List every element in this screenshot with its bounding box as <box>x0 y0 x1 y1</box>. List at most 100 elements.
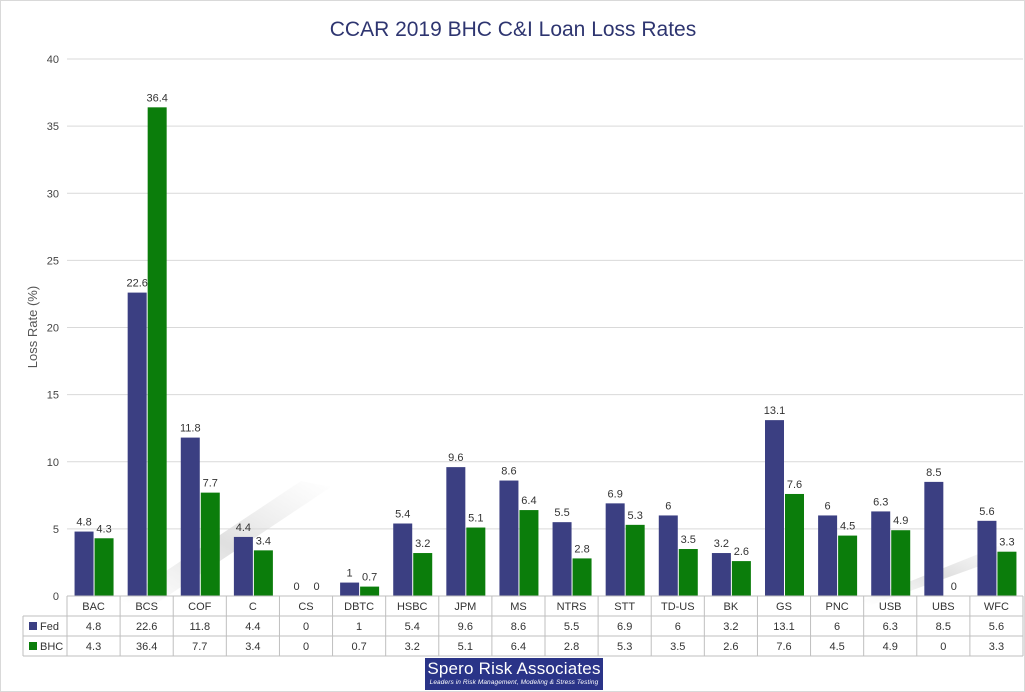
bar-bhc-gs <box>785 493 804 596</box>
data-label-fed-ms: 8.6 <box>501 466 516 478</box>
data-label-fed-td-us: 6 <box>665 500 671 512</box>
table-cell-fed: 13.1 <box>773 621 794 633</box>
y-axis-ticks: 0 5 10 15 20 25 30 35 40 <box>47 54 59 603</box>
table-cell-bhc: 4.3 <box>86 641 101 653</box>
bar-fed-dbtc <box>340 582 360 596</box>
company-logo: Spero Risk Associates Leaders in Risk Ma… <box>425 658 603 690</box>
y-axis-label: Loss Rate (%) <box>25 286 40 368</box>
bar-fed-stt <box>605 503 625 596</box>
bar-bhc-usb <box>891 530 911 596</box>
gridlines <box>67 58 1023 530</box>
data-label-bhc-td-us: 3.5 <box>681 534 696 546</box>
x-tick-label: HSBC <box>397 601 428 613</box>
data-label-fed-bac: 4.8 <box>76 517 91 529</box>
bar-fed-bac <box>74 531 94 596</box>
data-label-fed-cs: 0 <box>293 581 299 593</box>
data-table: BAC BCS COF C CS DBTC HSBC JPM MS NTRS STT TD-US BK G… <box>22 595 1024 657</box>
table-cell-fed: 5.6 <box>989 621 1004 633</box>
legend-swatch-fed <box>29 622 37 630</box>
bar-fed-gs <box>765 420 784 596</box>
data-label-bhc-stt: 5.3 <box>628 510 643 522</box>
table-cell-bhc: 7.6 <box>776 641 791 653</box>
x-tick-label: GS <box>776 601 792 613</box>
bar-bhc-wfc <box>997 551 1017 596</box>
data-label-bhc-cof: 7.7 <box>203 478 218 490</box>
data-label-fed-wfc: 5.6 <box>979 506 994 518</box>
data-label-fed-stt: 6.9 <box>608 488 623 500</box>
table-cell-fed: 22.6 <box>136 621 157 633</box>
bar-fed-hsbc <box>393 523 413 596</box>
bar-fed-ntrs <box>552 522 572 596</box>
y-tick-label: 25 <box>47 255 59 267</box>
bar-fed-cof <box>180 437 200 596</box>
data-label-bhc-usb: 4.9 <box>893 515 908 527</box>
data-label-fed-cof: 11.8 <box>180 423 201 435</box>
y-tick-label: 30 <box>47 188 59 200</box>
bar-fed-usb <box>871 511 891 596</box>
legend-label-bhc: BHC <box>40 641 63 653</box>
table-cell-fed: 5.5 <box>564 621 579 633</box>
table-cell-bhc: 3.2 <box>405 641 420 653</box>
x-tick-label: PNC <box>825 601 848 613</box>
x-tick-label: JPM <box>454 601 476 613</box>
table-cell-bhc: 36.4 <box>136 641 157 653</box>
legend-label-fed: Fed <box>40 621 59 633</box>
x-tick-label: COF <box>188 601 212 613</box>
data-label-bhc-dbtc: 0.7 <box>362 572 377 584</box>
table-cell-bhc: 3.3 <box>989 641 1004 653</box>
y-tick-label: 15 <box>47 390 59 402</box>
bar-bhc-td-us <box>678 549 698 596</box>
table-cell-fed: 1 <box>356 621 362 633</box>
x-tick-label: CS <box>298 601 313 613</box>
table-cell-fed: 9.6 <box>458 621 473 633</box>
bar-bhc-stt <box>625 524 645 596</box>
table-cell-bhc: 7.7 <box>192 641 207 653</box>
bar-bhc-hsbc <box>413 553 433 596</box>
data-label-fed-bk: 3.2 <box>714 538 729 550</box>
bar-bhc-bcs <box>147 107 167 596</box>
x-tick-label: C <box>249 601 257 613</box>
table-cell-fed: 6 <box>834 621 840 633</box>
y-tick-label: 0 <box>53 591 59 603</box>
data-label-fed-gs: 13.1 <box>764 405 785 417</box>
logo-tagline: Leaders in Risk Management, Modeling & S… <box>429 679 599 686</box>
table-cell-bhc: 5.3 <box>617 641 632 653</box>
data-label-bhc-bac: 4.3 <box>96 523 111 535</box>
bar-bhc-cof <box>200 492 220 596</box>
x-tick-label: TD-US <box>661 601 695 613</box>
y-tick-label: 10 <box>47 457 59 469</box>
bar-bhc-jpm <box>466 527 486 596</box>
table-cell-bhc: 2.8 <box>564 641 579 653</box>
data-label-bhc-ubs: 0 <box>951 581 957 593</box>
bar-bhc-dbtc <box>360 586 380 596</box>
data-label-bhc-gs: 7.6 <box>787 479 802 491</box>
bar-bhc-bac <box>94 538 114 596</box>
bar-fed-bk <box>711 553 731 596</box>
table-cell-bhc: 2.6 <box>723 641 738 653</box>
bar-fed-ms <box>499 480 519 596</box>
x-tick-label: BAC <box>82 601 105 613</box>
data-labels: 4.8 22.6 11.8 4.4 0 1 5.4 9.6 8.6 5.5 6.9 6 3.2 13.1 6… <box>76 92 1014 593</box>
data-label-bhc-jpm: 5.1 <box>468 513 483 525</box>
x-tick-label: BCS <box>135 601 158 613</box>
data-label-fed-pnc: 6 <box>825 500 831 512</box>
table-cell-bhc: 4.5 <box>829 641 844 653</box>
table-cell-fed: 0 <box>303 621 309 633</box>
table-cell-fed: 6.9 <box>617 621 632 633</box>
data-label-bhc-wfc: 3.3 <box>999 537 1014 549</box>
table-cell-fed: 4.8 <box>86 621 101 633</box>
table-cell-fed: 8.6 <box>511 621 526 633</box>
data-label-fed-jpm: 9.6 <box>448 452 463 464</box>
data-label-fed-dbtc: 1 <box>347 568 353 580</box>
x-tick-label: MS <box>510 601 527 613</box>
table-cell-bhc: 5.1 <box>458 641 473 653</box>
x-tick-label: STT <box>614 601 635 613</box>
bars <box>74 107 1017 596</box>
data-label-bhc-ntrs: 2.8 <box>574 543 589 555</box>
bar-bhc-ms <box>519 510 539 596</box>
table-cell-fed: 6.3 <box>883 621 898 633</box>
table-cell-fed: 8.5 <box>936 621 951 633</box>
bar-fed-td-us <box>658 515 678 596</box>
